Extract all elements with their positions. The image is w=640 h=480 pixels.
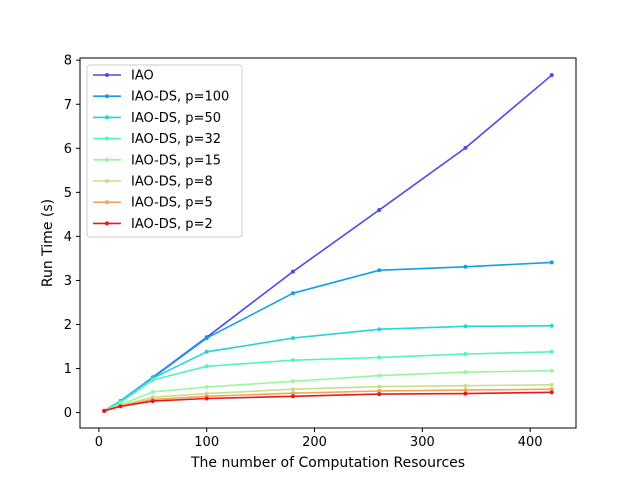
data-point [204, 349, 209, 354]
plot-frame [79, 57, 577, 429]
data-point [150, 389, 155, 394]
data-point [463, 388, 468, 393]
data-point [290, 269, 295, 274]
data-point [377, 389, 382, 393]
data-point [463, 352, 468, 356]
data-point [150, 399, 155, 404]
legend-entry: IAO-DS, p=15 [93, 153, 221, 168]
y-tick-label: 2 [64, 318, 72, 333]
legend-entry: IAO-DS, p=50 [93, 111, 221, 126]
data-point [290, 336, 295, 341]
y-tick-label: 3 [64, 274, 72, 289]
data-point [377, 268, 382, 273]
data-point [290, 391, 295, 396]
series-line [103, 325, 552, 412]
legend-marker [105, 73, 109, 77]
series-line [104, 369, 552, 412]
data-point [377, 207, 382, 212]
legend-frame [86, 64, 243, 238]
data-point [549, 368, 554, 373]
legend-marker [105, 157, 109, 162]
data-point [150, 377, 155, 382]
y-tick-label: 6 [64, 142, 72, 157]
legend-entry: IAO-DS, p=8 [93, 175, 213, 190]
data-point [549, 387, 554, 392]
data-point [549, 349, 554, 354]
data-point [290, 379, 295, 384]
legend-marker [105, 179, 109, 183]
data-point [463, 264, 468, 269]
y-tick-label: 0 [64, 406, 72, 421]
legend-marker [105, 136, 109, 141]
data-point [463, 383, 468, 388]
legend-entry: IAO-DS, p=2 [93, 217, 213, 232]
data-point [290, 291, 295, 296]
series-iao-ds-p-2 [102, 390, 554, 413]
legend-label: IAO-DS, p=50 [131, 111, 221, 126]
series-layer [102, 73, 554, 413]
legend-label: IAO-DS, p=2 [131, 217, 213, 232]
legend-marker [105, 115, 109, 120]
legend-label: IAO [131, 69, 154, 84]
legend-label: IAO-DS, p=8 [131, 175, 213, 190]
x-tick-label: 400 [518, 435, 543, 450]
legend-marker [105, 94, 109, 99]
legend: IAO IAO-DS, p=100 IAO-DS, p=50 IAO-DS, p=32… [86, 64, 243, 238]
y-axis: 0 1 2 3 4 5 6 7 8 [64, 54, 80, 421]
data-point [463, 370, 468, 375]
data-point [377, 355, 382, 360]
legend-label: IAO-DS, p=100 [131, 90, 229, 105]
data-point [102, 408, 107, 413]
legend-entry: IAO [93, 69, 154, 84]
y-axis-label: Run Time (s) [40, 199, 56, 287]
series-line [103, 351, 552, 412]
x-tick-label: 200 [302, 435, 327, 450]
y-tick-label: 8 [64, 54, 72, 69]
y-tick-label: 7 [64, 98, 72, 113]
data-point [204, 385, 209, 390]
y-tick-label: 1 [64, 362, 72, 377]
x-axis-label: The number of Computation Resources [190, 455, 465, 471]
legend-entry: IAO-DS, p=32 [93, 132, 221, 147]
data-point [204, 336, 209, 341]
data-point [377, 384, 382, 389]
y-tick-label: 5 [64, 186, 72, 201]
data-point [290, 358, 295, 363]
data-point [549, 323, 554, 328]
data-point [118, 404, 123, 409]
data-point [377, 392, 382, 397]
legend-marker [105, 200, 109, 205]
x-tick-label: 100 [194, 435, 219, 450]
data-point [377, 327, 382, 332]
data-point [204, 396, 209, 401]
legend-label: IAO-DS, p=15 [131, 153, 221, 168]
data-point [204, 364, 209, 369]
legend-entry: IAO-DS, p=5 [93, 196, 213, 211]
legend-label: IAO-DS, p=32 [131, 132, 221, 147]
legend-entry: IAO-DS, p=100 [93, 90, 229, 105]
x-tick-label: 300 [410, 435, 435, 450]
data-point [549, 390, 554, 395]
data-point [377, 373, 382, 378]
data-point [463, 391, 468, 396]
data-point [463, 145, 468, 150]
legend-marker [105, 221, 109, 226]
series-line [104, 391, 552, 412]
data-point [463, 324, 468, 329]
data-point [549, 382, 554, 387]
data-point [290, 387, 295, 392]
legend-label: IAO-DS, p=5 [131, 196, 213, 211]
data-point [549, 73, 554, 78]
data-point [549, 260, 554, 265]
data-point [290, 394, 295, 399]
x-tick-label: 0 [95, 435, 103, 450]
x-axis: 0 100 200 300 400 [95, 428, 543, 450]
y-tick-label: 4 [64, 230, 72, 245]
